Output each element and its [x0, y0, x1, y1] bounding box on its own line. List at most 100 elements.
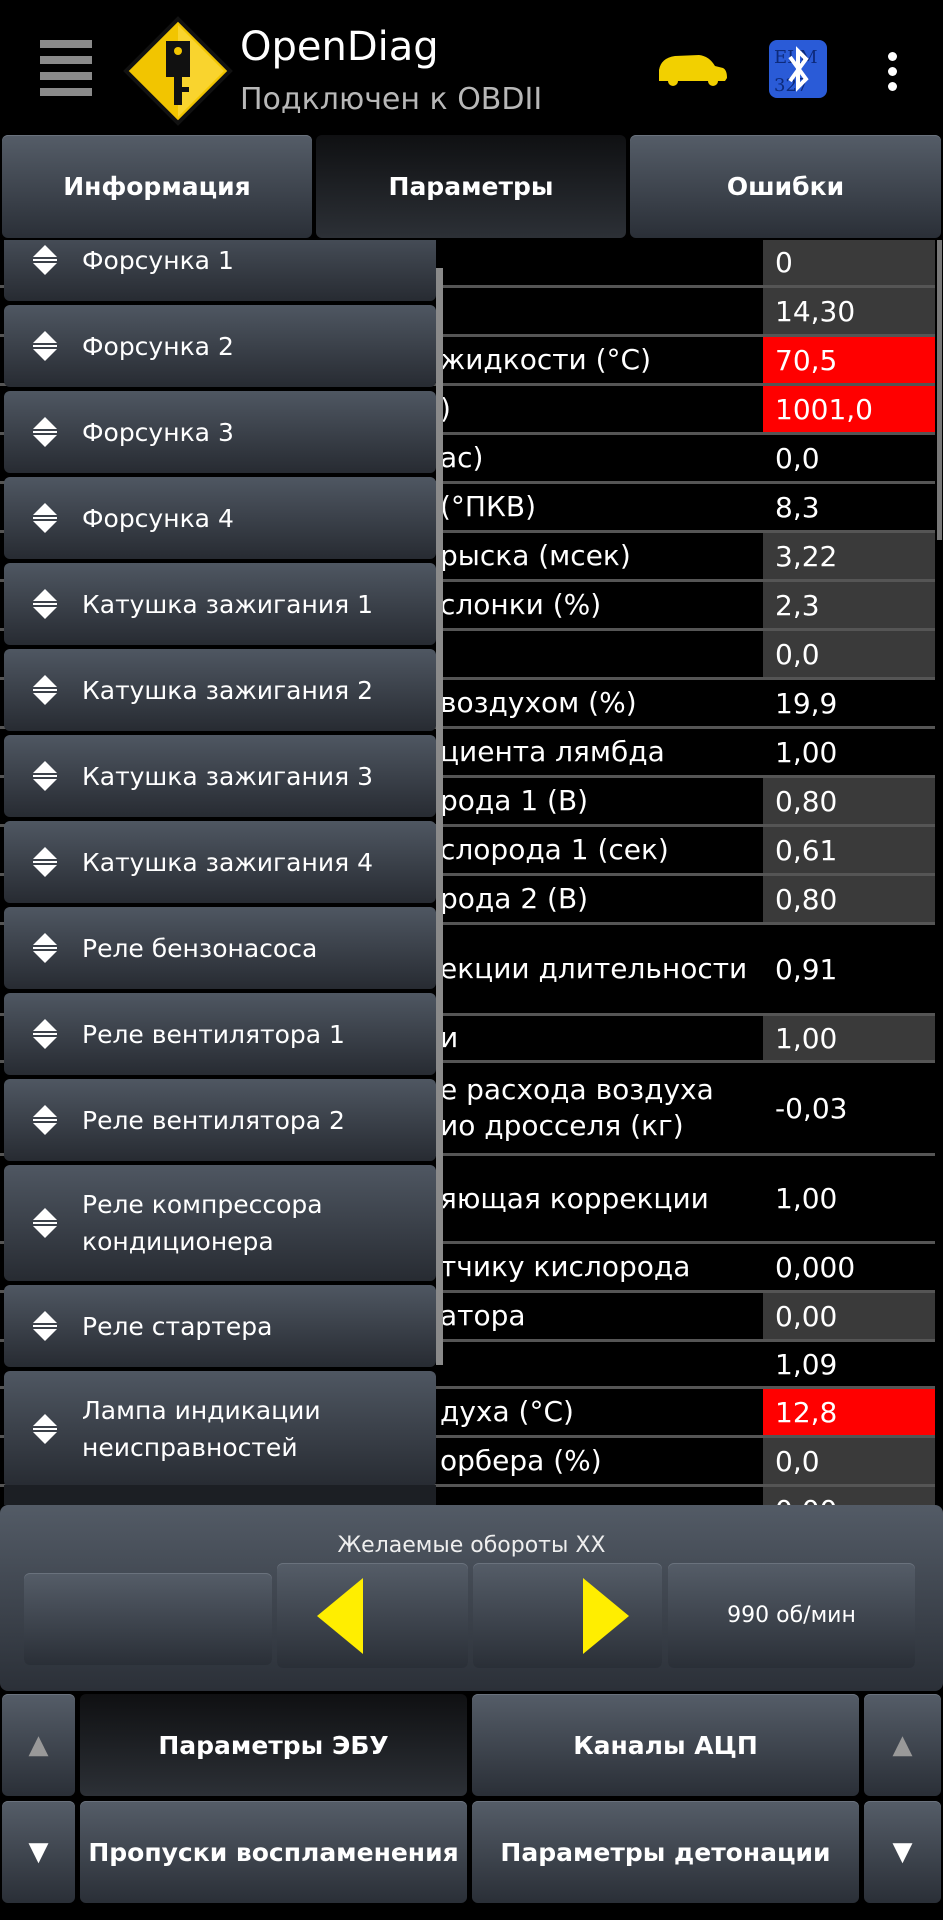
dropdown-item[interactable]: Катушка зажигания 4	[4, 821, 436, 903]
param-value: 0,91	[763, 925, 935, 1013]
table-row[interactable]: 0,0	[0, 631, 935, 680]
param-label: воздухом (%)	[440, 686, 637, 719]
car-icon[interactable]	[655, 50, 730, 88]
param-label	[440, 240, 762, 285]
tab-errors[interactable]: Ошибки	[630, 135, 941, 238]
nav-up-right-button[interactable]: ▲	[864, 1694, 941, 1796]
dropdown-item[interactable]: Катушка зажигания 2	[4, 649, 436, 731]
tab-information[interactable]: Информация	[2, 135, 312, 238]
dropdown-item[interactable]: Форсунка 2	[4, 305, 436, 387]
table-row[interactable]: орбера (%) 0,0	[0, 1438, 935, 1487]
param-value: 0,0	[763, 631, 935, 677]
sort-arrows-icon	[33, 1414, 57, 1444]
nav-misfires[interactable]: Пропуски воспламенения	[80, 1801, 467, 1903]
nav-down-right-button[interactable]: ▼	[864, 1801, 941, 1903]
table-row[interactable]: яющая коррекции 1,00	[0, 1156, 935, 1244]
dropdown-item-label: Катушка зажигания 1	[82, 589, 373, 619]
param-label	[440, 631, 762, 677]
table-row[interactable]: тчику кислорода 0,000	[0, 1244, 935, 1293]
nav-label: Каналы АЦП	[573, 1730, 758, 1760]
svg-text:ELM: ELM	[774, 47, 818, 68]
param-value: 1001,0	[763, 386, 935, 432]
nav-adc-channels[interactable]: Каналы АЦП	[472, 1694, 859, 1796]
nav-knock-params[interactable]: Параметры детонации	[472, 1801, 859, 1903]
table-row[interactable]: (°ПКВ) 8,3	[0, 484, 935, 533]
table-row[interactable]: воздухом (%) 19,9	[0, 680, 935, 729]
param-label: ас)	[440, 441, 484, 474]
nav-ecu-params[interactable]: Параметры ЭБУ	[80, 1694, 467, 1796]
param-value: 19,9	[763, 680, 935, 726]
idle-rpm-control: Желаемые обороты XX 990 об/мин	[0, 1505, 943, 1691]
table-row[interactable]: рода 1 (В) 0,80	[0, 778, 935, 827]
param-value: 1,00	[763, 729, 935, 775]
param-value: 3,22	[763, 533, 935, 579]
table-row[interactable]: 1,09	[0, 1342, 935, 1389]
dropdown-item[interactable]: Реле вентилятора 2	[4, 1079, 436, 1161]
param-label: слонки (%)	[440, 588, 602, 621]
param-label: слорода 1 (сек)	[440, 833, 669, 866]
sort-arrows-icon	[33, 245, 57, 275]
param-value: 1,00	[763, 1156, 935, 1241]
dropdown-item[interactable]: Катушка зажигания 1	[4, 563, 436, 645]
param-value: 0,61	[763, 827, 935, 873]
parameters-table[interactable]: 0 14,30 жидкости (°C) 70,5) 1001,0 ас) 0,0 (°…	[0, 240, 935, 1505]
nav-up-left-button[interactable]: ▲	[2, 1694, 75, 1796]
table-row[interactable]: 14,30	[0, 288, 935, 337]
table-row[interactable]: слорода 1 (сек) 0,61	[0, 827, 935, 876]
table-row[interactable]: рыска (мсек) 3,22	[0, 533, 935, 582]
table-row[interactable]: жидкости (°C) 70,5	[0, 337, 935, 386]
table-row[interactable]: ) 1001,0	[0, 386, 935, 435]
dropdown-item[interactable]: Форсунка 1	[4, 240, 436, 301]
table-row[interactable]: и 1,00	[0, 1016, 935, 1063]
table-row[interactable]: ас) 0,0	[0, 435, 935, 484]
table-row[interactable]: духа (°C) 12,8	[0, 1389, 935, 1438]
table-row[interactable]: слонки (%) 2,3	[0, 582, 935, 631]
app-bar: OpenDiag Подключен к OBDII ELM 327	[0, 0, 943, 135]
table-scrollbar[interactable]	[937, 240, 942, 540]
sort-arrows-icon	[33, 675, 57, 705]
sort-arrows-icon	[33, 417, 57, 447]
table-row[interactable]: рода 2 (В) 0,80	[0, 876, 935, 925]
nav-label: Параметры ЭБУ	[158, 1730, 389, 1760]
decrease-button[interactable]	[277, 1563, 468, 1668]
dropdown-item[interactable]: Реле стартера	[4, 1285, 436, 1367]
dropdown-item[interactable]: Форсунка 4	[4, 477, 436, 559]
dropdown-item[interactable]: Реле бензонасоса	[4, 907, 436, 989]
dropdown-item[interactable]: Лампа индикации неисправностей	[4, 1371, 436, 1487]
sort-arrows-icon	[33, 503, 57, 533]
param-value: 0,0	[763, 1438, 935, 1484]
dropdown-footer	[4, 1485, 436, 1505]
down-arrow-icon: ▼	[28, 1837, 49, 1867]
table-row[interactable]: 0	[0, 240, 935, 288]
tab-parameters[interactable]: Параметры	[316, 135, 626, 238]
param-value: 8,3	[763, 484, 935, 530]
menu-icon[interactable]	[36, 36, 96, 100]
dropdown-item-label: Реле бензонасоса	[82, 933, 318, 963]
nav-down-left-button[interactable]: ▼	[2, 1801, 75, 1903]
more-vert-icon[interactable]	[884, 52, 900, 92]
increase-button[interactable]	[473, 1563, 662, 1668]
table-row[interactable]: екции длительности 0,91	[0, 925, 935, 1016]
table-row[interactable]: атора 0,00	[0, 1293, 935, 1342]
table-row[interactable]: е расхода воздуха ио дросселя (кг) -0,03	[0, 1063, 935, 1156]
param-value: 14,30	[763, 288, 935, 334]
dropdown-item[interactable]: Реле вентилятора 1	[4, 993, 436, 1075]
dropdown-item-label: Реле стартера	[82, 1311, 273, 1341]
dropdown-scrollbar[interactable]	[436, 268, 443, 1365]
dropdown-item[interactable]: Форсунка 3	[4, 391, 436, 473]
dropdown-item[interactable]: Реле компрессора кондиционера	[4, 1165, 436, 1281]
param-label: циента лямбда	[440, 735, 665, 768]
param-value: 0,80	[763, 876, 935, 922]
table-row[interactable]: циента лямбда 1,00	[0, 729, 935, 778]
control-empty-button[interactable]	[24, 1573, 272, 1665]
actuator-dropdown[interactable]: Форсунка 1 Форсунка 2 Форсунка 3 Форсунка 4…	[0, 240, 441, 1505]
table-row[interactable]: 0,00	[0, 1487, 935, 1505]
sort-arrows-icon	[33, 589, 57, 619]
param-label: екции длительности	[440, 952, 748, 985]
sort-arrows-icon	[33, 331, 57, 361]
dropdown-item[interactable]: Катушка зажигания 3	[4, 735, 436, 817]
dropdown-item-label: Форсунка 3	[82, 417, 234, 447]
dropdown-item-label: Реле компрессора кондиционера	[82, 1190, 323, 1256]
dropdown-item-label: Реле вентилятора 1	[82, 1019, 345, 1049]
